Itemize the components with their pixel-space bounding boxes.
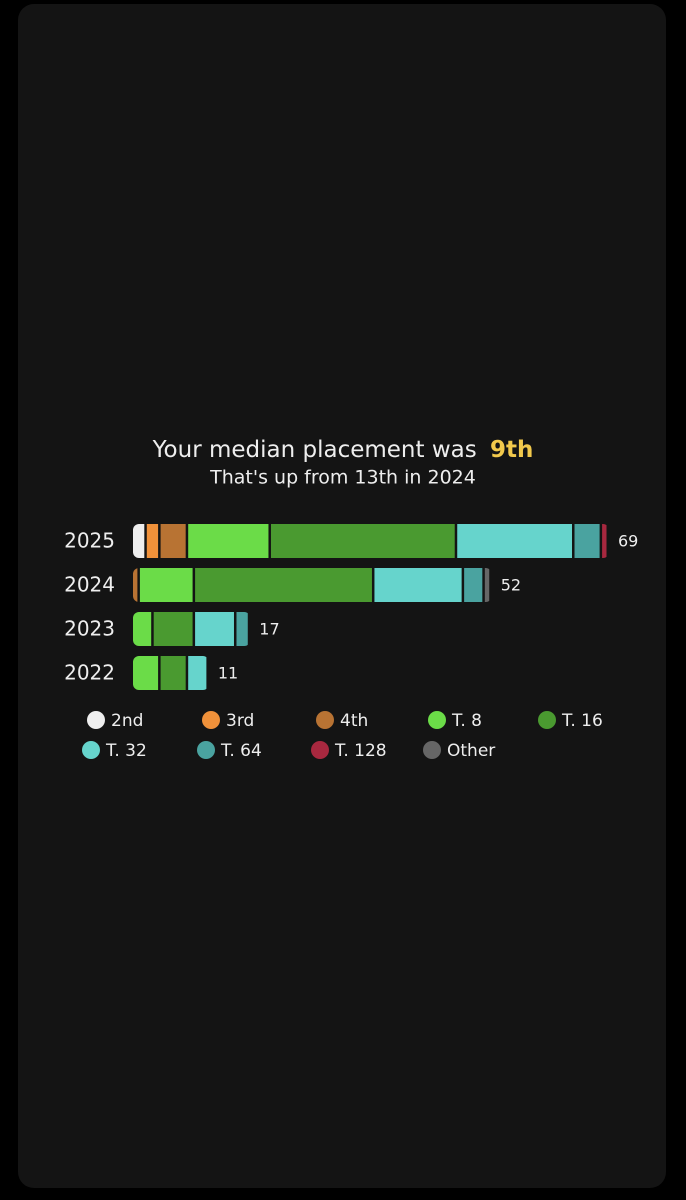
bar-segment bbox=[188, 524, 269, 558]
y-tick-label: 2025 bbox=[64, 529, 115, 553]
total-label: 52 bbox=[501, 576, 521, 595]
bar-segment bbox=[574, 524, 600, 558]
bar-segment bbox=[133, 568, 138, 602]
bar-segment bbox=[146, 524, 159, 558]
legend-label: T. 128 bbox=[334, 741, 387, 761]
legend-swatch bbox=[202, 711, 220, 729]
bar-segment bbox=[195, 568, 372, 602]
legend-swatch bbox=[538, 711, 556, 729]
bar-segment bbox=[457, 524, 573, 558]
bar-segment bbox=[195, 612, 234, 646]
legend-label: T. 64 bbox=[220, 741, 262, 761]
legend-swatch bbox=[82, 741, 100, 759]
bar-segment bbox=[153, 612, 193, 646]
bar-segment bbox=[133, 524, 145, 558]
legend-swatch bbox=[428, 711, 446, 729]
bar-segment bbox=[270, 524, 455, 558]
bar-segment bbox=[484, 568, 490, 602]
bar-row bbox=[133, 524, 607, 558]
legend-label: T. 32 bbox=[105, 741, 147, 761]
legend-swatch bbox=[423, 741, 441, 759]
title-highlight: 9th bbox=[490, 437, 533, 463]
bar-segment bbox=[133, 612, 152, 646]
title-text: Your median placement was bbox=[152, 437, 477, 463]
bar-row bbox=[133, 656, 207, 690]
total-label: 17 bbox=[259, 620, 279, 639]
bar-segment bbox=[160, 524, 186, 558]
y-tick-label: 2022 bbox=[64, 661, 115, 685]
legend-swatch bbox=[316, 711, 334, 729]
bar-row bbox=[133, 568, 490, 602]
legend-swatch bbox=[87, 711, 105, 729]
bar-segment bbox=[236, 612, 248, 646]
legend-label: T. 8 bbox=[451, 711, 482, 731]
bar-segment bbox=[160, 656, 186, 690]
bar-segment bbox=[133, 656, 159, 690]
bar-segment bbox=[188, 656, 207, 690]
legend-label: T. 16 bbox=[561, 711, 603, 731]
legend-label: 4th bbox=[340, 711, 368, 731]
y-tick-label: 2024 bbox=[64, 573, 115, 597]
bar-segment bbox=[602, 524, 607, 558]
bar-segment bbox=[139, 568, 193, 602]
y-tick-label: 2023 bbox=[64, 617, 115, 641]
legend-label: Other bbox=[447, 741, 495, 761]
total-label: 11 bbox=[218, 664, 238, 683]
total-label: 69 bbox=[618, 532, 638, 551]
bar-segment bbox=[464, 568, 483, 602]
bar-row bbox=[133, 612, 248, 646]
legend-swatch bbox=[311, 741, 329, 759]
bar-segment bbox=[374, 568, 462, 602]
legend-swatch bbox=[197, 741, 215, 759]
legend-label: 2nd bbox=[111, 711, 143, 731]
legend-label: 3rd bbox=[226, 711, 254, 731]
chart-title: Your median placement was 9th bbox=[152, 437, 534, 463]
subtitle: That's up from 13th in 2024 bbox=[209, 467, 476, 489]
